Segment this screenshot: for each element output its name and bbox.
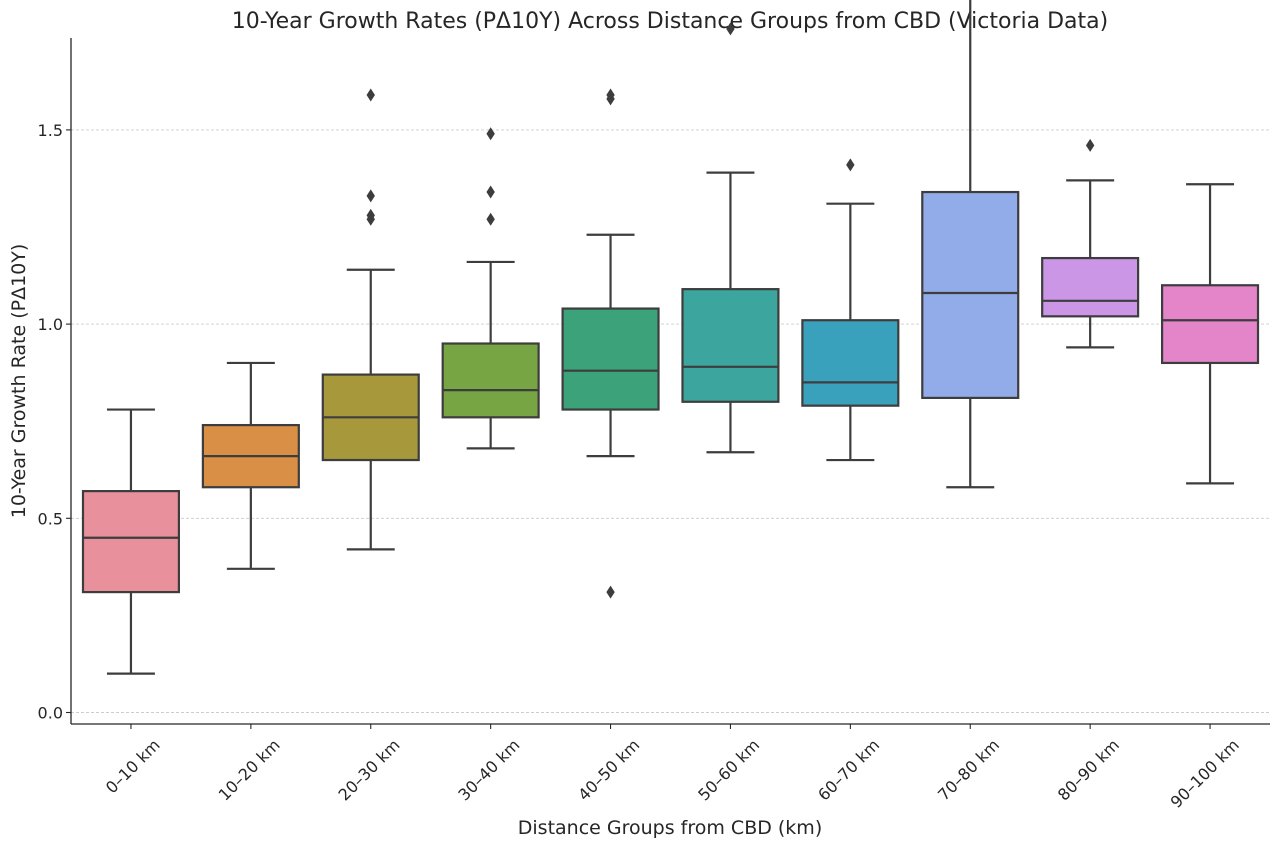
iqr-box xyxy=(1160,284,1260,365)
axes xyxy=(70,38,1270,725)
iqr-box xyxy=(561,307,660,411)
iqr-box xyxy=(81,490,181,594)
x-axis-label: Distance Groups from CBD (km) xyxy=(518,817,822,839)
outlier-point xyxy=(726,22,735,36)
gridlines xyxy=(71,129,1270,713)
boxes xyxy=(81,0,1260,675)
y-ticks: 0.00.51.01.52.02.53.0 xyxy=(38,121,71,723)
x-tick-label: 30–40 km xyxy=(454,735,523,804)
y-tick-label: 1.0 xyxy=(38,315,63,334)
outlier-point xyxy=(486,212,495,226)
x-tick-label: 40–50 km xyxy=(574,735,643,804)
box-group xyxy=(321,88,420,551)
outlier-point xyxy=(486,185,495,199)
x-tick-label: 10–20 km xyxy=(215,735,284,804)
x-tick-label: 50–60 km xyxy=(694,735,763,804)
outlier-point xyxy=(846,158,855,172)
box-group xyxy=(441,127,540,450)
y-tick-label: 1.5 xyxy=(38,121,63,140)
x-tick-label: 80–90 km xyxy=(1054,735,1123,804)
box-group xyxy=(1041,138,1140,349)
outlier-point xyxy=(606,88,615,102)
box-group xyxy=(801,158,900,462)
box-group xyxy=(561,88,660,599)
x-ticks: 0–10 km 10–20 km 20–30 km 30–40 km 40–50 km 5… xyxy=(102,724,1243,812)
outlier-point xyxy=(1085,138,1095,152)
iqr-box xyxy=(1041,256,1140,318)
y-axis-label: 10-Year Growth Rate (PΔ10Y) xyxy=(8,244,30,519)
box-group xyxy=(201,361,300,570)
box-group xyxy=(1160,183,1260,485)
x-tick-label: 60–70 km xyxy=(814,735,883,804)
x-tick-label: 70–80 km xyxy=(934,735,1003,804)
outlier-point xyxy=(366,189,375,203)
y-tick-label: 0.0 xyxy=(38,704,63,723)
iqr-box xyxy=(681,288,780,403)
iqr-box xyxy=(441,342,540,419)
x-tick-label: 90–100 km xyxy=(1167,735,1243,811)
box-group xyxy=(681,22,780,454)
y-tick-label: 0.5 xyxy=(38,509,63,528)
x-tick-label: 20–30 km xyxy=(335,735,404,804)
box-group xyxy=(81,408,181,675)
outlier-point xyxy=(366,88,375,102)
outlier-point xyxy=(486,127,495,141)
iqr-box xyxy=(801,319,900,407)
iqr-box xyxy=(921,190,1020,399)
outlier-point xyxy=(366,208,375,222)
box-group xyxy=(921,0,1020,489)
outlier-point xyxy=(606,585,615,599)
x-tick-label: 0–10 km xyxy=(102,735,164,797)
chart-title: 10-Year Growth Rates (PΔ10Y) Across Dist… xyxy=(232,9,1108,34)
